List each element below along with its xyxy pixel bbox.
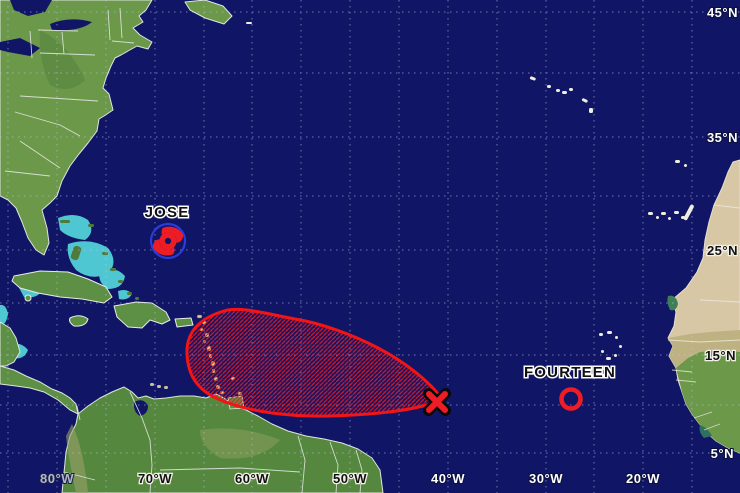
tropical-storm-jose-icon[interactable] <box>149 222 187 260</box>
great-lakes <box>0 0 92 56</box>
storm-label-fourteen: FOURTEEN <box>524 364 616 381</box>
disturbance-x-marker[interactable] <box>423 388 451 416</box>
south-america-landmass <box>61 386 384 493</box>
lon-label-30w: 30°W <box>529 471 563 486</box>
lon-label-50w: 50°W <box>333 471 367 486</box>
state-borders <box>4 7 135 177</box>
greater-antilles <box>11 270 194 329</box>
lat-label-15n: 15°N <box>705 348 736 363</box>
lon-label-70w: 70°W <box>138 471 172 486</box>
longitude-labels: 80°W 70°W 60°W 50°W 40°W 30°W 20°W <box>39 470 661 488</box>
storm-label-jose: JOSE <box>145 204 190 221</box>
bahamas-islands <box>60 220 139 300</box>
disturbance-fourteen-circle-marker[interactable] <box>559 387 583 411</box>
lat-label-35n: 35°N <box>707 130 738 145</box>
island-specks <box>150 22 694 389</box>
lat-label-5n: 5°N <box>711 446 734 461</box>
north-america-landmass <box>0 0 233 256</box>
lon-label-20w: 20°W <box>626 471 660 486</box>
lon-label-40w: 40°W <box>431 471 465 486</box>
lat-label-45n: 45°N <box>707 5 738 20</box>
latitude-labels: 45°N 35°N 25°N 15°N 5°N <box>704 4 739 462</box>
lon-label-80w: 80°W <box>40 471 74 486</box>
central-america <box>0 321 79 415</box>
lat-label-25n: 25°N <box>707 243 738 258</box>
development-area-hatched[interactable] <box>185 307 444 418</box>
africa-landmass <box>667 159 740 454</box>
lon-label-60w: 60°W <box>235 471 269 486</box>
